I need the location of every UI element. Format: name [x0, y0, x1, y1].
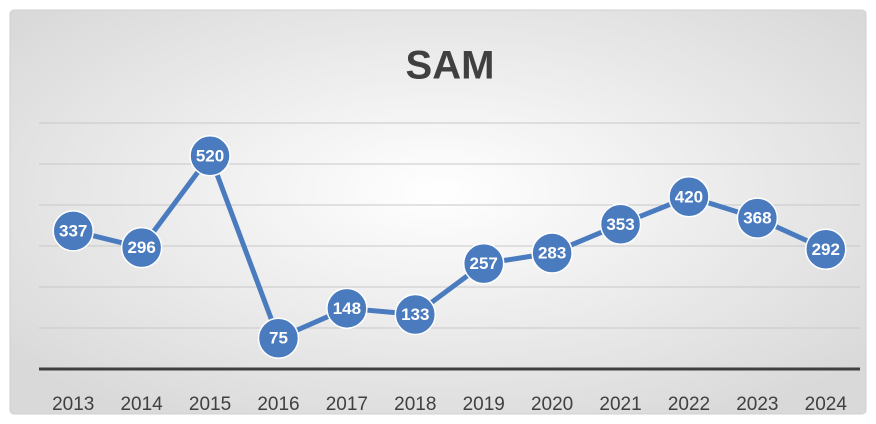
x-tick-label: 2022 — [668, 394, 710, 415]
x-tick-label: 2014 — [120, 394, 163, 415]
x-tick-label: 2019 — [463, 394, 505, 415]
data-label: 75 — [269, 329, 288, 348]
data-point — [599, 203, 642, 246]
data-label: 353 — [606, 215, 634, 234]
data-point — [120, 226, 163, 269]
x-tick-label: 2013 — [52, 394, 94, 415]
chart-title: SAM — [406, 44, 495, 88]
chart-background — [9, 9, 867, 415]
data-point — [668, 176, 710, 218]
data-point — [531, 232, 573, 274]
x-tick-label: 2021 — [599, 394, 641, 415]
data-point — [462, 242, 505, 285]
x-tick-label: 2015 — [189, 394, 231, 415]
data-point — [257, 317, 300, 359]
data-point — [394, 293, 437, 336]
data-point — [805, 228, 847, 271]
x-tick-label: 2018 — [394, 394, 436, 415]
data-label: 133 — [401, 305, 429, 324]
data-point — [52, 210, 94, 252]
data-label: 148 — [333, 299, 361, 318]
data-point — [189, 135, 231, 177]
data-label: 296 — [127, 238, 155, 257]
data-point — [736, 197, 779, 239]
data-label: 257 — [470, 254, 498, 273]
data-label: 283 — [538, 243, 566, 262]
data-label: 420 — [675, 187, 703, 206]
x-tick-label: 2024 — [805, 394, 848, 415]
x-tick-label: 2016 — [257, 394, 299, 415]
x-tick-label: 2020 — [531, 394, 573, 415]
data-label: 520 — [196, 146, 224, 165]
x-tick-label: 2017 — [326, 394, 368, 415]
data-label: 292 — [812, 240, 840, 259]
data-label: 337 — [59, 221, 87, 240]
x-tick-label: 2023 — [736, 394, 778, 415]
data-point — [326, 287, 368, 330]
data-label: 368 — [743, 209, 771, 228]
